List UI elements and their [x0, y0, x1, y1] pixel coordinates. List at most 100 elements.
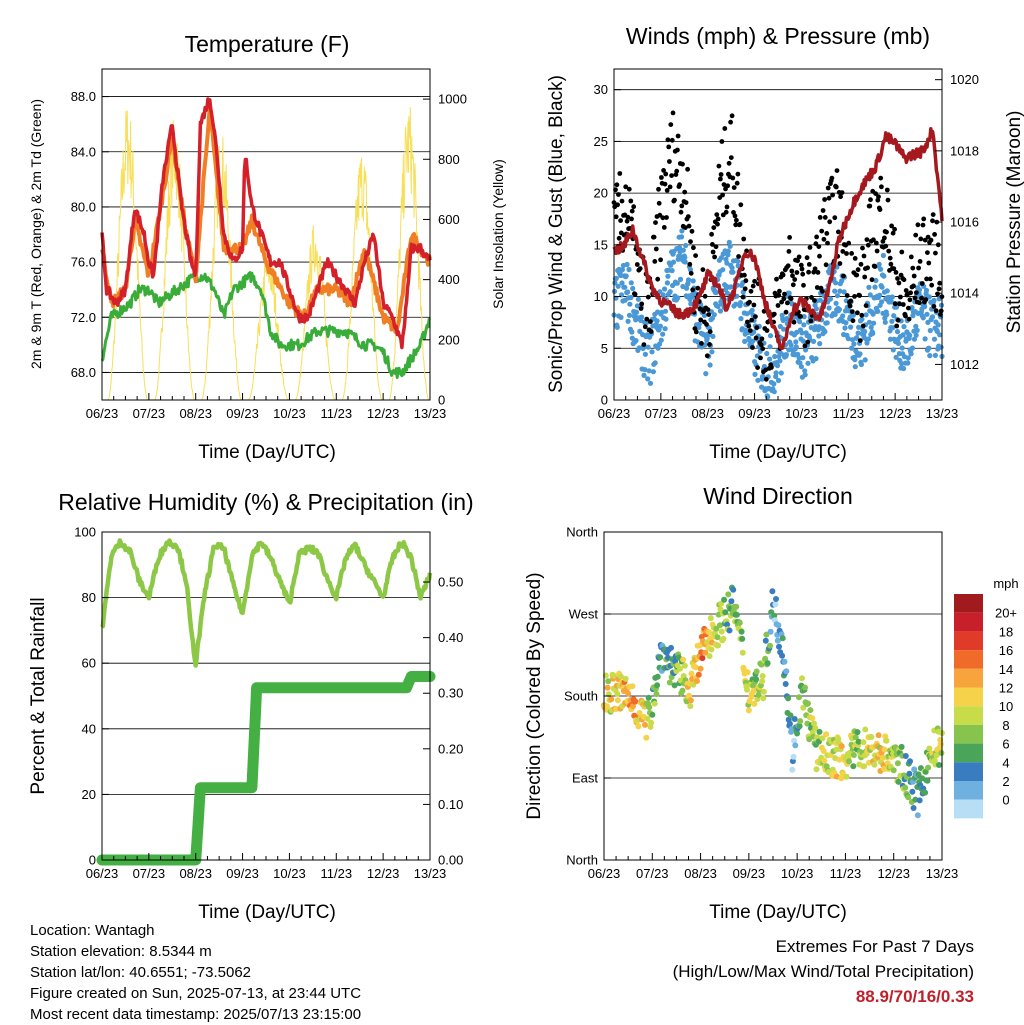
wind-point [868, 324, 874, 330]
wind-point [755, 377, 761, 383]
wind-point [889, 294, 895, 300]
direction-point [789, 758, 796, 765]
gust-point [916, 265, 921, 271]
direction-point [774, 637, 781, 644]
gust-point [729, 113, 735, 119]
wind-point [654, 318, 660, 324]
gust-point [751, 302, 757, 308]
x-tick-label: 08/23 [684, 866, 717, 881]
gust-point [658, 257, 663, 263]
gust-point [677, 182, 682, 188]
gust-point [715, 221, 720, 227]
gust-point [700, 267, 706, 272]
x-tick-label: 12/23 [367, 406, 400, 421]
gust-point [802, 343, 808, 349]
direction-point [632, 698, 639, 705]
y-tick-label: 80.0 [71, 199, 96, 214]
gust-point [852, 294, 857, 299]
wind-point [813, 356, 819, 362]
gust-point [775, 303, 781, 308]
gust-point [719, 139, 725, 144]
direction-point [807, 707, 814, 714]
gust-point [665, 137, 671, 143]
wind-point [626, 312, 633, 318]
pressure-line [612, 127, 944, 351]
direction-point [914, 812, 921, 819]
direction-point [809, 715, 816, 722]
gust-point [854, 272, 860, 278]
gust-point [705, 307, 711, 312]
legend-swatch [954, 743, 983, 763]
wind-point [872, 284, 878, 290]
direction-point [796, 723, 803, 730]
gust-point [747, 328, 753, 333]
gust-point [857, 338, 863, 343]
gust-point [808, 318, 814, 324]
wind-point [729, 265, 735, 271]
gust-point [908, 290, 913, 296]
direction-point [702, 649, 709, 656]
direction-point [775, 622, 782, 629]
gust-point [819, 228, 825, 234]
wind-point [802, 368, 808, 374]
gust-point [670, 110, 676, 116]
x-tick-label: 09/23 [226, 866, 259, 881]
gust-point [935, 291, 940, 297]
wind-point [881, 273, 887, 279]
gust-point [734, 180, 740, 186]
gust-point [716, 163, 722, 169]
gust-point [868, 197, 873, 203]
gust-point [648, 319, 653, 324]
humidity-y-label: Percent & Total Rainfall [28, 597, 49, 794]
gust-point [933, 250, 938, 256]
y-tick-label: 0.00 [438, 853, 463, 868]
x-tick-label: 07/23 [636, 866, 669, 881]
x-tick-label: 12/23 [367, 866, 400, 881]
wind-point [680, 247, 686, 253]
gust-point [682, 189, 688, 195]
wind-point [778, 370, 784, 376]
direction-point [794, 730, 801, 737]
wind-point [730, 269, 736, 275]
x-tick-label: 08/23 [179, 866, 212, 881]
gust-point [669, 137, 675, 143]
gust-point [801, 282, 806, 288]
wind-point [836, 306, 843, 313]
wind-point [626, 266, 632, 273]
legend-label: 6 [1002, 737, 1009, 752]
wind-point [794, 329, 800, 335]
wind-point [913, 332, 919, 338]
direction-point [643, 734, 650, 741]
direction-point [838, 743, 845, 750]
wind-point [752, 371, 758, 377]
gust-point [894, 323, 900, 329]
direction-point [726, 627, 733, 634]
direction-point [782, 681, 789, 687]
gust-point [785, 300, 790, 306]
pressure-y-label: Station Pressure (Maroon) [1004, 111, 1024, 334]
direction-point [813, 766, 820, 773]
gust-point [792, 277, 798, 282]
gust-point [847, 303, 853, 309]
y-tick-label: West [569, 607, 599, 622]
direction-point [881, 746, 888, 753]
gust-point [730, 175, 736, 181]
x-tick-label: 11/23 [320, 406, 352, 421]
gust-point [667, 159, 672, 164]
wind-point [663, 316, 669, 322]
wind-point [642, 367, 648, 373]
gust-point [859, 312, 865, 318]
direction-point [779, 652, 786, 659]
station-info: Location: Wantagh Station elevation: 8.5… [30, 920, 361, 1025]
gust-point [799, 266, 805, 272]
wind-point [889, 318, 895, 324]
gust-point [734, 217, 739, 223]
direction-point [721, 596, 728, 603]
wind-point [662, 308, 669, 314]
gust-point [795, 258, 800, 264]
wind-point [639, 314, 645, 320]
gust-point [718, 172, 724, 177]
direction-point [776, 643, 782, 650]
direction-x-label: Time (Day/UTC) [709, 902, 847, 923]
wind-point [805, 360, 811, 366]
